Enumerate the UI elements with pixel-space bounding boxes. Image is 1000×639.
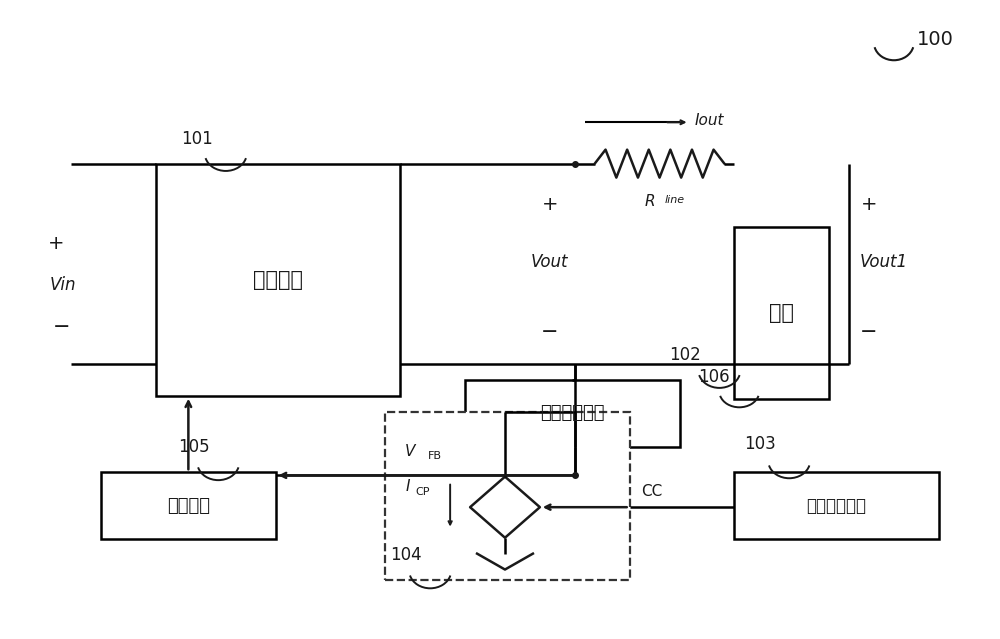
Text: line: line (665, 196, 685, 205)
Text: 控制电路: 控制电路 (167, 497, 210, 514)
Text: Vout1: Vout1 (860, 253, 908, 271)
Text: 负载: 负载 (769, 303, 794, 323)
Text: Vout: Vout (531, 253, 569, 271)
Bar (465, 380, 680, 447)
Text: 开关电路: 开关电路 (253, 270, 303, 289)
Text: 103: 103 (744, 435, 776, 453)
Text: CP: CP (415, 487, 430, 497)
Text: 105: 105 (178, 438, 210, 456)
Text: FB: FB (428, 451, 442, 461)
Text: +: + (542, 196, 558, 215)
Text: 102: 102 (670, 346, 701, 364)
Text: −: − (52, 317, 70, 337)
Bar (734, 227, 829, 399)
Bar (385, 412, 630, 580)
Text: 106: 106 (698, 368, 729, 387)
Bar (734, 472, 939, 539)
Text: R: R (645, 194, 655, 209)
Text: Iout: Iout (694, 114, 724, 128)
Text: −: − (541, 322, 559, 343)
Text: 104: 104 (390, 546, 422, 564)
Bar (156, 164, 400, 396)
Text: CC: CC (642, 484, 663, 499)
Text: 100: 100 (917, 30, 954, 49)
Text: +: + (861, 196, 877, 215)
Bar (101, 472, 276, 539)
Text: −: − (860, 322, 878, 343)
Text: 线据检测电路: 线据检测电路 (807, 497, 867, 514)
Text: I: I (406, 479, 410, 495)
Text: 电阵分压电路: 电阵分压电路 (540, 404, 605, 422)
Text: Vin: Vin (49, 275, 76, 293)
Text: 101: 101 (181, 130, 213, 148)
Text: +: + (48, 234, 64, 252)
Text: V: V (405, 445, 415, 459)
